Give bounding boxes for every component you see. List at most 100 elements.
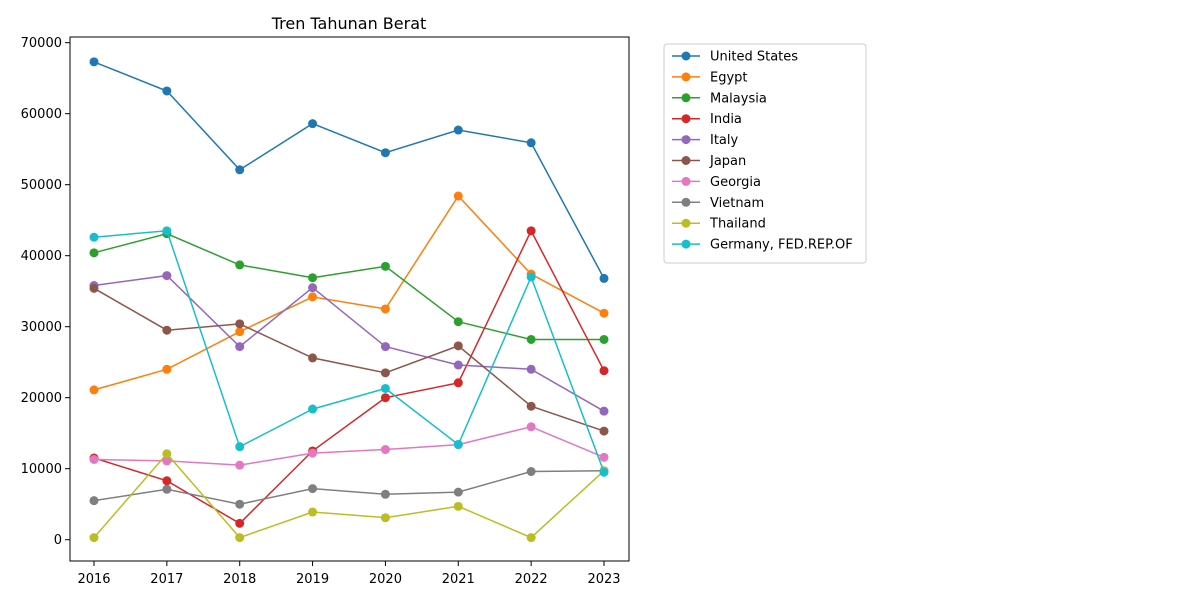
data-point xyxy=(526,226,536,236)
data-point xyxy=(599,308,609,318)
x-tick-label: 2022 xyxy=(515,572,548,587)
series-united-states xyxy=(89,57,609,283)
data-point xyxy=(526,334,536,344)
data-point xyxy=(162,476,172,486)
series-layer xyxy=(89,57,609,543)
y-tick-label: 50000 xyxy=(21,178,62,193)
legend-marker xyxy=(681,218,691,228)
data-point xyxy=(89,385,99,395)
data-point xyxy=(308,292,318,302)
legend-label: Vietnam xyxy=(710,196,764,211)
data-point xyxy=(453,317,463,327)
data-point xyxy=(599,366,609,376)
data-point xyxy=(235,442,245,452)
legend-entry: Italy xyxy=(672,133,739,148)
data-point xyxy=(308,404,318,414)
legend-entry: Egypt xyxy=(672,70,748,85)
data-point xyxy=(599,452,609,462)
y-tick-label: 0 xyxy=(54,533,62,548)
y-tick-label: 60000 xyxy=(21,107,62,122)
series-japan xyxy=(89,283,609,436)
y-tick-label: 40000 xyxy=(21,249,62,264)
legend-entry: Malaysia xyxy=(672,91,767,106)
data-point xyxy=(380,304,390,314)
legend-box xyxy=(663,43,867,264)
data-point xyxy=(453,341,463,351)
x-tick-label: 2016 xyxy=(77,572,110,587)
data-point xyxy=(89,232,99,242)
data-point xyxy=(308,484,318,494)
data-point xyxy=(235,460,245,470)
series-line xyxy=(93,287,605,432)
series-line xyxy=(93,61,605,279)
data-point xyxy=(89,454,99,464)
data-point xyxy=(308,507,318,517)
data-point xyxy=(380,342,390,352)
data-point xyxy=(599,426,609,436)
data-point xyxy=(162,226,172,236)
data-point xyxy=(380,393,390,403)
data-point xyxy=(526,467,536,477)
data-point xyxy=(235,499,245,509)
legend-marker xyxy=(681,135,691,145)
legend-label: Egypt xyxy=(710,70,748,85)
legend-marker xyxy=(681,93,691,103)
data-point xyxy=(453,125,463,135)
data-point xyxy=(453,378,463,388)
data-point xyxy=(89,283,99,293)
x-tick-label: 2019 xyxy=(296,572,329,587)
data-point xyxy=(162,325,172,335)
legend-label: Italy xyxy=(710,133,739,148)
y-tick-label: 20000 xyxy=(21,391,62,406)
data-point xyxy=(453,501,463,511)
series-line xyxy=(93,426,605,466)
data-point xyxy=(235,260,245,270)
legend-marker xyxy=(681,156,691,165)
data-point xyxy=(526,422,536,432)
legend-entry: Germany, FED.REP.OF xyxy=(672,238,853,253)
data-point xyxy=(235,327,245,337)
data-point xyxy=(308,353,318,363)
data-point xyxy=(162,456,172,466)
legend-label: India xyxy=(710,112,742,127)
data-point xyxy=(308,448,318,458)
legend-entry: Georgia xyxy=(672,175,761,190)
data-point xyxy=(380,261,390,271)
plot-frame xyxy=(69,36,630,562)
data-point xyxy=(599,273,609,283)
x-tick-label: 2017 xyxy=(150,572,183,587)
data-point xyxy=(599,467,609,477)
series-line xyxy=(93,452,605,539)
data-point xyxy=(599,334,609,344)
legend-label: Germany, FED.REP.OF xyxy=(710,238,853,253)
series-egypt xyxy=(89,191,609,395)
data-point xyxy=(453,191,463,201)
chart-title: Tren Tahunan Berat xyxy=(271,14,427,33)
data-point xyxy=(235,342,245,352)
series-line xyxy=(93,274,605,412)
data-point xyxy=(162,484,172,494)
data-point xyxy=(380,368,390,378)
legend: United States Egypt Malaysia India Italy Japa… xyxy=(663,43,867,264)
data-point xyxy=(162,86,172,96)
data-point xyxy=(526,364,536,374)
data-point xyxy=(380,383,390,393)
legend-label: Thailand xyxy=(709,217,766,232)
data-point xyxy=(380,513,390,523)
legend-entry: Vietnam xyxy=(672,196,764,211)
series-line xyxy=(93,194,605,391)
data-point xyxy=(599,406,609,416)
data-point xyxy=(380,489,390,499)
x-tick-label: 2020 xyxy=(369,572,402,587)
data-point xyxy=(380,148,390,158)
legend-label: Georgia xyxy=(710,175,761,190)
data-point xyxy=(89,496,99,506)
data-point xyxy=(453,440,463,450)
x-tick-label: 2021 xyxy=(442,572,475,587)
legend-marker xyxy=(681,72,691,82)
series-line xyxy=(93,232,604,341)
data-point xyxy=(453,487,463,497)
legend-entry: United States xyxy=(672,50,798,65)
legend-entry: India xyxy=(672,112,742,127)
